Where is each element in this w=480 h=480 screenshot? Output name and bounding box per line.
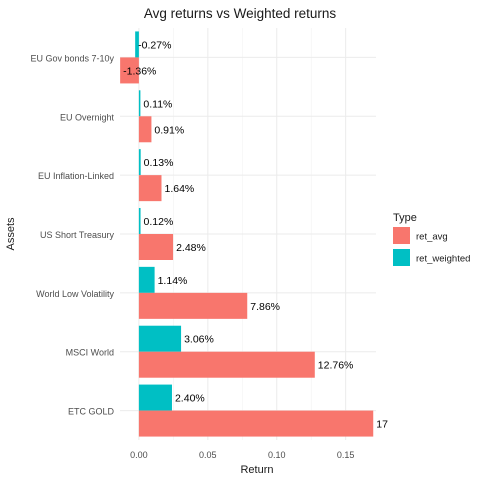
bar-ret_avg: [138, 410, 374, 437]
data-label-ret_weighted: 3.06%: [184, 334, 214, 346]
legend-label-ret_weighted: ret_weighted: [416, 254, 470, 265]
bar-ret_avg: [138, 234, 174, 260]
y-tick-label: World Low Volatility: [36, 289, 114, 299]
data-label-ret_avg: -1.36%: [123, 65, 156, 77]
legend-key-ret_avg: [393, 227, 410, 244]
legend-items: ret_avg ret_weighted: [393, 227, 470, 266]
data-labels: -0.27% -1.36% 0.11% 0.91% 0.13% 1.64% 0.12% 2.4…: [123, 39, 388, 430]
legend: Type ret_avg ret_weighted: [393, 212, 470, 266]
data-label-ret_weighted: 0.12%: [144, 216, 174, 228]
data-label-ret_avg: 0.91%: [154, 124, 184, 136]
x-axis-ticks: 0.00 0.05 0.10 0.15: [130, 450, 354, 460]
bar-ret_weighted: [138, 90, 141, 117]
bar-ret_weighted: [135, 31, 139, 58]
bar-ret_weighted: [138, 384, 172, 411]
data-label-ret_weighted: -0.27%: [138, 39, 171, 51]
x-axis-label: Return: [240, 464, 273, 476]
y-tick-label: ETC GOLD: [68, 407, 115, 417]
legend-label-ret_avg: ret_avg: [416, 232, 448, 243]
y-tick-label: EU Gov bonds 7-10y: [30, 53, 114, 63]
data-label-ret_avg: 7.86%: [250, 301, 280, 313]
data-label-ret_avg: 12.76%: [318, 360, 354, 372]
chart-title: Avg returns vs Weighted returns: [144, 6, 337, 21]
data-label-ret_avg: 17: [376, 419, 388, 431]
x-tick-label: 0.05: [199, 450, 217, 460]
x-tick-label: 0.00: [130, 450, 148, 460]
legend-title: Type: [393, 212, 417, 224]
bar-ret_weighted: [138, 266, 155, 293]
x-tick-label: 0.15: [337, 450, 355, 460]
y-tick-label: US Short Treasury: [40, 230, 115, 240]
bar-ret_avg: [138, 116, 152, 143]
y-tick-label: MSCI World: [66, 348, 114, 358]
data-label-ret_weighted: 0.13%: [144, 157, 174, 169]
bar-ret_avg: [138, 175, 162, 202]
data-label-ret_weighted: 2.40%: [175, 393, 205, 405]
y-axis-ticks: EU Gov bonds 7-10y EU Overnight EU Inflati…: [30, 53, 114, 416]
bar-ret_weighted: [138, 325, 182, 352]
y-tick-label: EU Inflation-Linked: [38, 171, 114, 181]
y-axis-label: Assets: [5, 217, 17, 251]
legend-key-ret_weighted: [393, 249, 410, 266]
x-tick-label: 0.10: [268, 450, 286, 460]
data-label-ret_avg: 2.48%: [176, 242, 206, 254]
y-tick-label: EU Overnight: [60, 112, 115, 122]
bar-ret_avg: [120, 57, 139, 84]
bar-ret_weighted: [138, 208, 141, 234]
bar-ret_weighted: [138, 149, 141, 176]
bars: [120, 31, 374, 437]
bar-ret_avg: [138, 351, 315, 378]
bar-ret_avg: [138, 292, 248, 319]
data-label-ret_weighted: 1.14%: [158, 275, 188, 287]
data-label-ret_avg: 1.64%: [164, 183, 194, 195]
data-label-ret_weighted: 0.11%: [143, 98, 172, 110]
